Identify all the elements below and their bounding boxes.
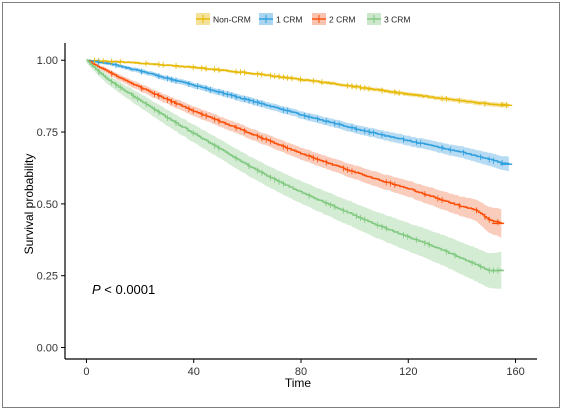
survival-line-0 [86,59,510,106]
confidence-band-0 [86,59,509,109]
x-tick-label: 80 [295,366,307,378]
x-axis-label: Time [285,376,312,390]
axes: 0 40 80 120 160 0.00 0.25 0.50 0.75 1.00 [37,43,537,378]
censor-group-0 [94,57,513,109]
survival-line-3 [86,59,502,272]
y-tick-label: 0.75 [37,127,58,139]
censor-marks [94,57,513,274]
survival-line-2 [86,59,502,224]
confidence-band-3 [86,57,502,290]
y-tick-label: 0.00 [37,343,58,355]
censor-group-2 [111,70,505,226]
legend-item: Non-CRM [196,13,251,25]
legend-item: 3 CRM [367,13,410,25]
confidence-bands [86,57,509,290]
legend-label: Non-CRM [213,15,251,25]
survival-line-1 [86,59,510,165]
p-value-text: < 0.0001 [101,282,156,297]
legend-label: 1 CRM [276,15,302,25]
censor-group-3 [98,69,505,274]
p-value-letter: P [92,282,101,297]
y-axis-label: Survival probability [22,154,36,255]
y-tick-label: 0.25 [37,271,58,283]
x-tick-label: 120 [399,366,417,378]
legend-item: 2 CRM [312,13,355,25]
x-tick-label: 160 [506,366,524,378]
confidence-band-2 [86,58,502,238]
legend-label: 2 CRM [329,15,355,25]
x-tick-label: 0 [83,366,89,378]
legend-item: 1 CRM [259,13,302,25]
p-value-annotation: P < 0.0001 [92,282,155,297]
y-tick-label: 0.50 [37,199,58,211]
figure-frame [2,2,560,408]
legend: Non-CRM 1 CRM 2 CRM 3 CRM [196,13,410,25]
x-tick-label: 40 [188,366,200,378]
survival-lines [86,59,510,272]
confidence-band-1 [86,59,509,172]
legend-label: 3 CRM [384,15,410,25]
censor-group-1 [98,59,513,167]
y-tick-label: 1.00 [37,55,58,67]
